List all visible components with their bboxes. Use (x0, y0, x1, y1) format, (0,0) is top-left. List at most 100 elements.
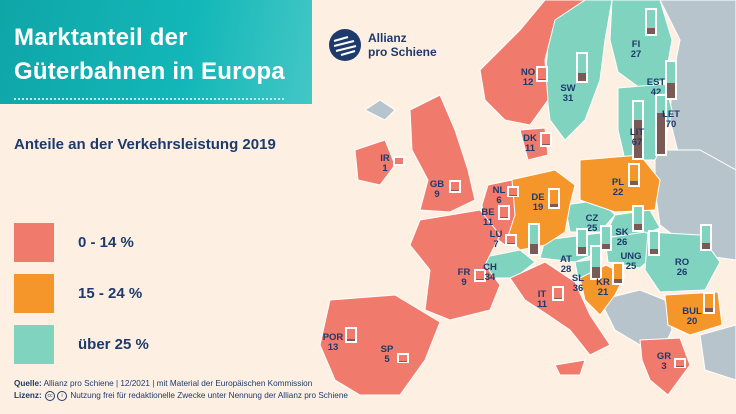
country-code: EST (646, 77, 666, 88)
country-label-ung: UNG 25 (620, 252, 641, 272)
country-value: 36 (572, 283, 584, 294)
share-bar-fr (474, 269, 486, 282)
country-value: 42 (650, 87, 662, 98)
country-label-nl: NL 6 (493, 186, 506, 206)
by-icon: i (57, 391, 68, 401)
share-bar-dk (540, 132, 552, 147)
share-bar-fi (645, 8, 657, 36)
country-value: 25 (625, 261, 637, 272)
legend-swatch-mid (14, 274, 54, 313)
allianz-logo: Allianz pro Schiene (328, 28, 437, 62)
country-value: 1 (382, 163, 388, 174)
country-value: 11 (536, 299, 548, 310)
country-label-de: DE 19 (531, 193, 544, 213)
country-code: BE (481, 207, 495, 218)
country-value: 70 (665, 119, 677, 130)
share-bar-no (536, 66, 548, 82)
country-value: 7 (493, 239, 499, 250)
country-code: UNG (620, 251, 642, 262)
share-bar-fill-it (554, 297, 562, 299)
country-code: LIT (629, 127, 645, 138)
country-label-ch: CH 34 (483, 263, 497, 283)
share-bar-sw (576, 52, 588, 83)
country-value: 28 (560, 264, 572, 275)
share-bar-lit (632, 100, 644, 160)
country-code: POR (322, 332, 344, 343)
share-bar-be (498, 205, 510, 220)
share-bar-let (655, 94, 667, 156)
country-value: 26 (616, 237, 628, 248)
share-bar-pl (628, 163, 640, 187)
share-bar-at (576, 228, 588, 256)
share-bar-lu (505, 234, 517, 246)
share-bar-it (552, 286, 564, 301)
share-bar-fill-ung (650, 248, 658, 254)
logo-line-1: Allianz (368, 31, 407, 45)
share-bar-fill-por (347, 339, 355, 341)
share-bar-fill-bul (705, 308, 713, 312)
legend-swatch-high (14, 325, 54, 364)
country-label-sk: SK 26 (615, 228, 628, 248)
share-bar-fill-let (657, 113, 665, 154)
share-bar-kr (612, 262, 624, 285)
title-line-2: Güterbahnen in Europa (14, 58, 285, 85)
share-bar-gr (674, 358, 686, 368)
share-bar-ung (648, 230, 660, 256)
country-value: 25 (586, 223, 598, 234)
country-value: 6 (496, 195, 502, 206)
share-bar-fill-ro (702, 243, 710, 249)
source-line: Quelle: Allianz pro Schiene | 12/2021 | … (14, 379, 312, 388)
country-code: IR (380, 153, 390, 164)
share-bar-fill-no (538, 78, 546, 80)
share-bar-fill-sl (592, 266, 600, 278)
country-code: NO (520, 67, 536, 78)
country-code: GR (656, 351, 672, 362)
share-bar-gb (449, 180, 461, 193)
legend-label-low: 0 - 14 % (78, 234, 134, 251)
country-shape-fr (409, 209, 501, 321)
country-value: 21 (597, 287, 609, 298)
country-code: NL (492, 185, 506, 196)
share-bar-fill-sw (578, 72, 586, 81)
country-shape-no (479, 0, 586, 126)
country-value: 3 (661, 361, 667, 372)
country-value: 9 (461, 277, 467, 288)
country-shape-it (509, 261, 611, 356)
share-bar-ro (700, 224, 712, 251)
country-label-kr: KR 21 (596, 278, 610, 298)
country-shape-gr (639, 337, 691, 396)
country-label-it: IT 11 (537, 290, 547, 310)
country-label-cz: CZ 25 (586, 214, 599, 234)
legend-swatch-low (14, 223, 54, 262)
country-label-fi: FI 27 (631, 40, 642, 60)
country-value: 19 (532, 202, 544, 213)
license-text: Nutzung frei für redaktionelle Zwecke un… (70, 391, 348, 401)
share-bar-fill-de (550, 203, 558, 207)
logo-line-2: pro Schiene (368, 45, 437, 59)
cc-icon: cc (45, 391, 56, 401)
country-code: CZ (585, 213, 599, 224)
country-code: BUL (682, 306, 702, 317)
share-bar-sp (397, 353, 409, 363)
share-bar-bul (703, 292, 715, 314)
share-bar-fill-fi (647, 27, 655, 34)
turkey-region (699, 324, 736, 381)
country-value: 9 (434, 189, 440, 200)
country-code: CH (483, 262, 497, 273)
country-label-gb: GB 9 (430, 180, 444, 200)
country-label-no: NO 12 (521, 68, 535, 88)
share-bar-fill-kr (614, 279, 622, 283)
share-bar-fill-pl (630, 180, 638, 185)
country-label-ir: IR 1 (380, 154, 390, 174)
share-bar-fill-est (667, 82, 675, 98)
country-code: FR (457, 267, 471, 278)
country-label-sl: SL 36 (572, 274, 584, 294)
subtitle: Anteile an der Verkehrsleistung 2019 (14, 136, 276, 153)
country-code: SL (571, 273, 585, 284)
country-code: SP (380, 344, 394, 355)
country-value: 5 (384, 354, 390, 365)
country-label-est: EST 42 (647, 78, 665, 98)
legend-item-low: 0 - 14 % (14, 223, 134, 262)
country-code: KR (596, 277, 610, 288)
title-box: Marktanteil der Güterbahnen in Europa (0, 0, 312, 104)
